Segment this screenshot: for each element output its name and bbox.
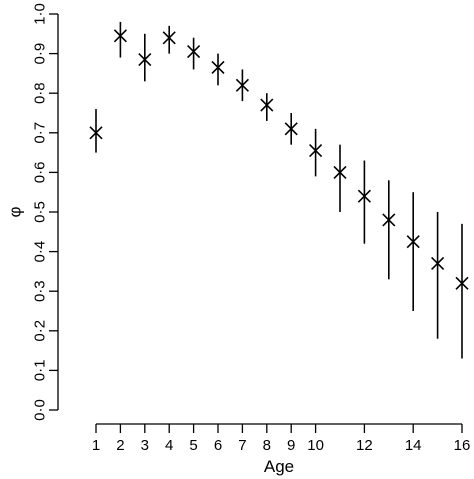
y-tick-label: 0·6 [32, 162, 49, 184]
data-point [138, 33, 152, 82]
y-tick-label: 0·7 [32, 122, 49, 144]
point-marker [211, 60, 225, 75]
y-tick-label: 0·9 [32, 43, 49, 65]
data-point [162, 25, 176, 54]
point-marker [113, 29, 127, 43]
point-marker [309, 144, 323, 158]
point-marker [382, 213, 396, 227]
x-tick-label: 3 [141, 437, 149, 454]
x-tick-label: 10 [307, 437, 324, 454]
x-tick-label: 9 [287, 437, 295, 454]
x-tick-label: 14 [405, 437, 422, 454]
x-tick-label: 5 [189, 437, 197, 454]
data-point [89, 109, 103, 153]
point-marker [187, 45, 201, 59]
point-marker [333, 165, 347, 179]
point-marker [455, 276, 469, 290]
data-point [333, 144, 347, 212]
x-tick-label: 7 [238, 437, 246, 454]
y-tick-label: 0·0 [32, 399, 49, 421]
y-tick-label: 0·3 [32, 280, 49, 302]
point-marker [284, 122, 298, 136]
point-marker [431, 256, 445, 271]
point-marker [162, 31, 176, 45]
data-point [357, 160, 371, 244]
data-point [431, 212, 445, 339]
data-point [309, 128, 323, 177]
x-tick-label: 16 [454, 437, 471, 454]
y-axis-title: φ [6, 206, 25, 217]
x-axis-title: Age [264, 457, 294, 476]
point-marker [357, 189, 371, 203]
x-axis: 1 2 3 4 5 6 7 8 9 10 12 14 16 [92, 423, 471, 454]
data-point [260, 93, 274, 121]
data-point [382, 180, 396, 280]
x-tick-label: 2 [116, 437, 124, 454]
point-marker [138, 52, 152, 67]
x-tick-label: 4 [165, 437, 173, 454]
data-point [211, 53, 225, 86]
x-tick-label: 8 [263, 437, 271, 454]
x-tick-label: 6 [214, 437, 222, 454]
data-point [113, 21, 127, 58]
y-tick-label: 0·1 [32, 360, 49, 382]
y-tick-label: 0·5 [32, 201, 49, 223]
y-axis: 0·0 0·1 0·2 0·3 0·4 0·5 0·6 0·7 0·8 0·9 1·0 [32, 3, 59, 421]
x-tick-label: 12 [356, 437, 373, 454]
data-point [284, 113, 298, 145]
point-marker [406, 235, 420, 249]
data-point [235, 69, 249, 102]
point-marker [260, 98, 274, 112]
point-marker [235, 78, 249, 92]
y-tick-label: 0·2 [32, 320, 49, 342]
data-point [187, 37, 201, 70]
point-marker [89, 126, 103, 140]
data-point [455, 223, 469, 359]
y-tick-label: 0·4 [32, 241, 49, 263]
x-tick-label: 1 [92, 437, 100, 454]
plot-points [89, 21, 469, 359]
y-tick-label: 1·0 [32, 3, 49, 25]
y-tick-label: 0·8 [32, 82, 49, 104]
data-point [406, 192, 420, 311]
